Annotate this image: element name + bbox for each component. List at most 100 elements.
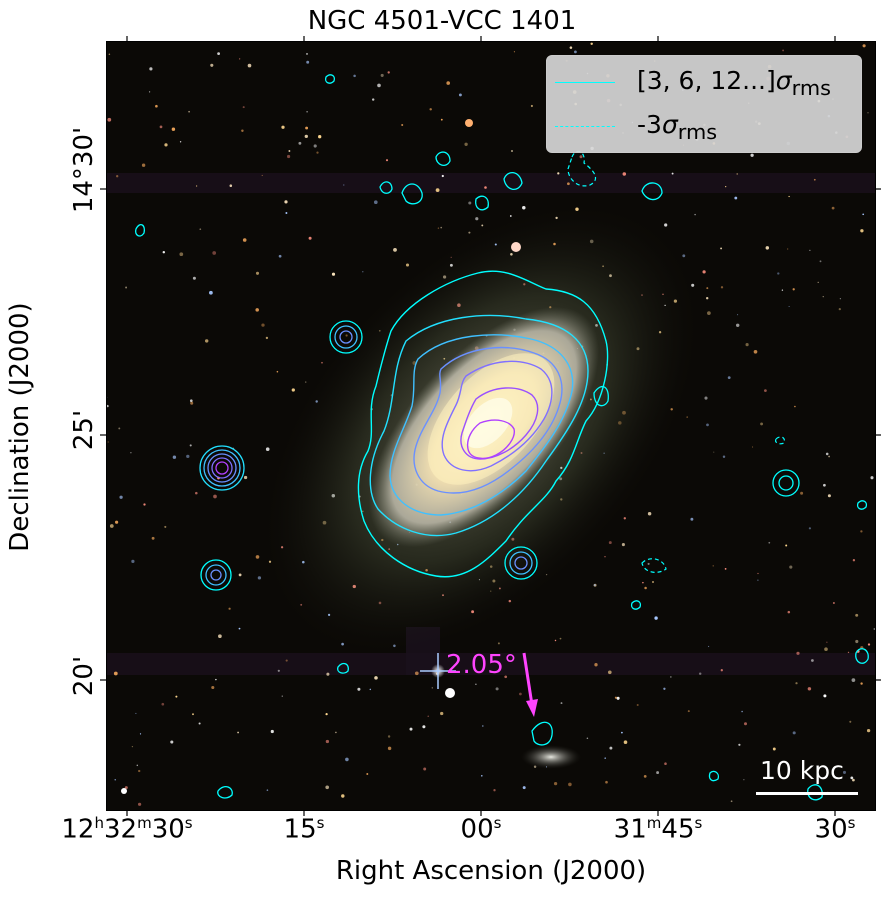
field-star [811, 659, 814, 662]
field-star [261, 174, 263, 176]
field-star [838, 307, 841, 311]
field-star [744, 722, 747, 726]
field-star [265, 447, 270, 451]
field-star [241, 129, 244, 133]
field-star [687, 710, 690, 713]
field-star [215, 678, 217, 681]
field-star [387, 735, 391, 738]
field-star [567, 182, 570, 186]
field-star [468, 201, 472, 205]
field-star [621, 543, 625, 547]
field-star [159, 125, 163, 129]
x-tick-label: 15s [283, 814, 325, 845]
field-star [849, 720, 852, 723]
field-star [493, 789, 496, 792]
field-star [458, 93, 462, 97]
field-star [113, 671, 118, 676]
field-star [557, 172, 560, 175]
scale-bar [756, 792, 858, 795]
field-star [663, 687, 666, 690]
field-star [738, 743, 741, 746]
field-star [373, 200, 378, 205]
legend-entry-positive: [3, 6, 12...]σrms [547, 62, 861, 102]
field-star [247, 63, 252, 68]
field-star [497, 642, 500, 645]
field-star [722, 455, 726, 458]
field-star [318, 135, 322, 139]
x-axis-label: Right Ascension (J2000) [335, 856, 647, 886]
field-star [621, 731, 623, 734]
field-star [125, 286, 128, 289]
field-star [316, 151, 319, 154]
y-tick-label: 14°30' [69, 126, 99, 214]
field-star [431, 687, 433, 689]
field-star [743, 779, 745, 781]
field-star [427, 715, 429, 717]
field-star [238, 573, 242, 577]
field-star [484, 186, 487, 189]
field-star [435, 188, 440, 193]
field-star [730, 800, 733, 803]
galaxy-contours [357, 270, 609, 578]
field-star [171, 127, 176, 131]
field-star [560, 702, 563, 705]
field-star [855, 639, 859, 644]
field-star [326, 672, 330, 676]
field-star [285, 212, 288, 214]
sky-image-panel [106, 41, 876, 811]
field-star [706, 423, 709, 427]
field-star [664, 762, 667, 765]
field-star [690, 517, 694, 521]
field-star [218, 634, 222, 639]
field-star [195, 491, 198, 495]
field-star [509, 215, 512, 217]
field-star [860, 682, 863, 685]
field-star [554, 639, 557, 642]
field-star [745, 343, 749, 347]
field-star [229, 184, 233, 187]
field-star [794, 405, 796, 408]
field-star [553, 781, 558, 786]
field-star [179, 141, 182, 143]
field-star [698, 672, 702, 675]
field-star [148, 91, 151, 93]
field-star [741, 710, 743, 713]
field-star [304, 134, 308, 139]
field-star [867, 643, 871, 646]
field-star [792, 288, 795, 291]
field-star [192, 713, 194, 716]
field-star [305, 381, 307, 383]
field-star [504, 675, 508, 679]
field-star [118, 427, 121, 430]
field-star [788, 195, 790, 198]
field-star [481, 224, 484, 227]
field-star [217, 52, 220, 55]
galaxy-ngc-4501 [265, 206, 697, 652]
bright-star [445, 688, 455, 698]
field-star [604, 757, 606, 759]
field-star [734, 196, 738, 200]
field-star [694, 213, 696, 216]
field-star [325, 739, 330, 744]
field-star [186, 454, 190, 459]
x-tick-label: 31m45s [613, 814, 703, 845]
field-star [706, 287, 709, 290]
field-star [787, 248, 789, 250]
field-star [787, 610, 791, 614]
field-star [138, 769, 141, 773]
field-star [261, 323, 265, 327]
field-star [522, 205, 526, 210]
field-star [212, 251, 217, 255]
field-star [440, 118, 443, 121]
field-star [809, 249, 811, 251]
figure-title: NGC 4501-VCC 1401 [307, 6, 577, 36]
field-star [855, 613, 859, 617]
field-star [568, 782, 572, 787]
field-star [423, 767, 427, 771]
field-star [623, 517, 626, 520]
field-star [266, 789, 269, 791]
field-star [737, 314, 739, 316]
field-star [237, 731, 240, 734]
field-star [647, 562, 650, 565]
field-star [374, 676, 378, 680]
